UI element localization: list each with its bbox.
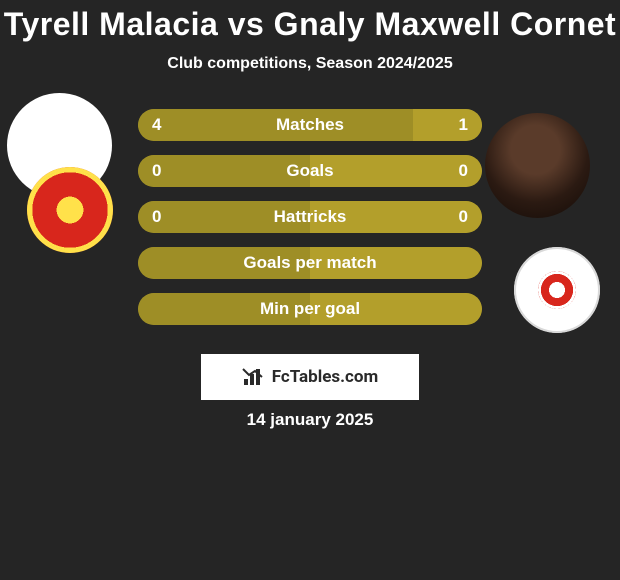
bar-value-right: 0 [459, 201, 468, 233]
stat-bar: Min per goal [138, 293, 482, 325]
bar-value-left: 0 [152, 155, 161, 187]
comparison-card: Tyrell Malacia vs Gnaly Maxwell Cornet C… [0, 0, 620, 580]
brand-text: FcTables.com [272, 367, 378, 387]
bar-label: Goals per match [138, 247, 482, 279]
bar-value-left: 4 [152, 109, 161, 141]
date-label: 14 january 2025 [0, 410, 620, 430]
club-crest-right [514, 247, 600, 333]
player-photo-right [485, 113, 590, 218]
comparison-body: Matches41Goals00Hattricks00Goals per mat… [0, 115, 620, 365]
bar-value-right: 0 [459, 155, 468, 187]
bar-label: Matches [138, 109, 482, 141]
club-crest-left [27, 167, 113, 253]
bar-chart-icon [242, 367, 266, 387]
bar-value-left: 0 [152, 201, 161, 233]
stat-bar: Matches4 1 [138, 109, 482, 141]
stat-bars: Matches41Goals00Hattricks00Goals per mat… [138, 109, 482, 339]
bar-label: Hattricks [138, 201, 482, 233]
bar-label: Min per goal [138, 293, 482, 325]
bar-value-right: 1 [459, 109, 468, 141]
stat-bar: Goals per match [138, 247, 482, 279]
subtitle: Club competitions, Season 2024/2025 [0, 55, 620, 73]
bar-label: Goals [138, 155, 482, 187]
stat-bar: Hattricks0 0 [138, 201, 482, 233]
brand-badge[interactable]: FcTables.com [201, 354, 419, 400]
stat-bar: Goals0 0 [138, 155, 482, 187]
page-title: Tyrell Malacia vs Gnaly Maxwell Cornet [0, 0, 620, 43]
